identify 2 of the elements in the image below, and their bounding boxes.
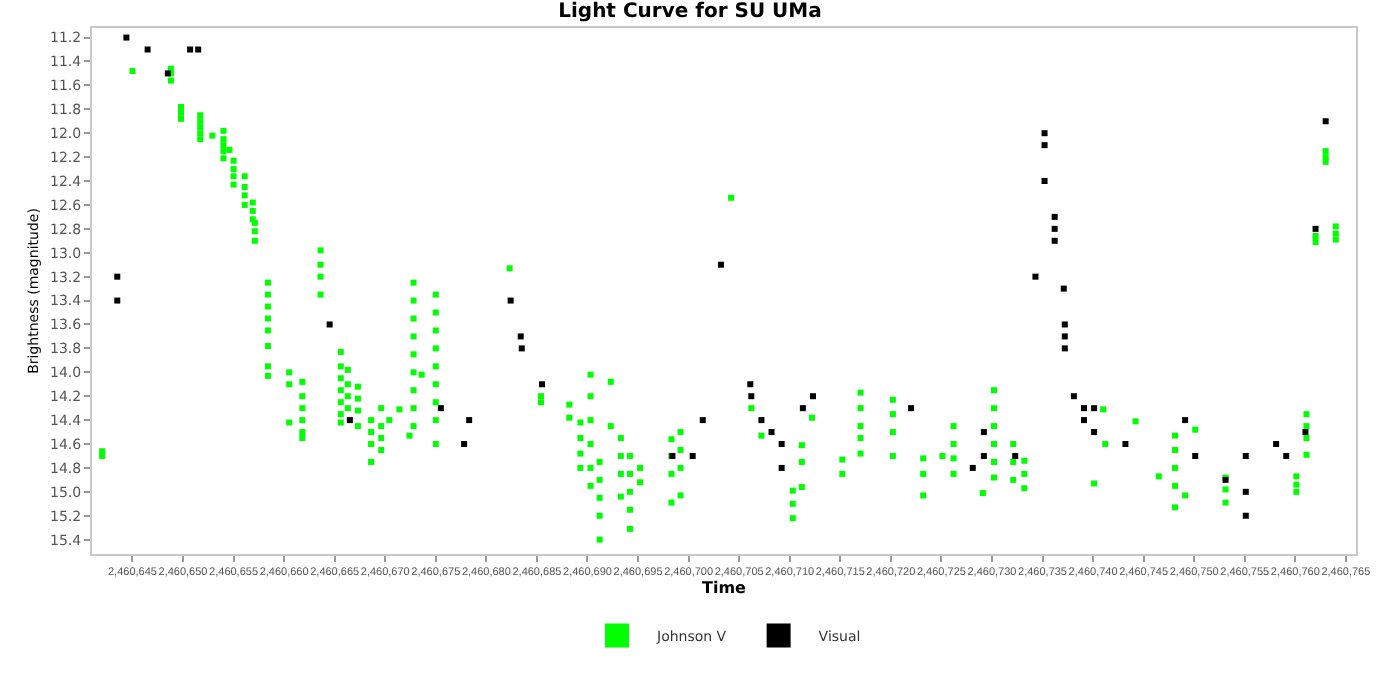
x-axis-title: Time bbox=[702, 579, 748, 598]
chart-title: Light Curve for SU UMa bbox=[558, 1, 822, 24]
